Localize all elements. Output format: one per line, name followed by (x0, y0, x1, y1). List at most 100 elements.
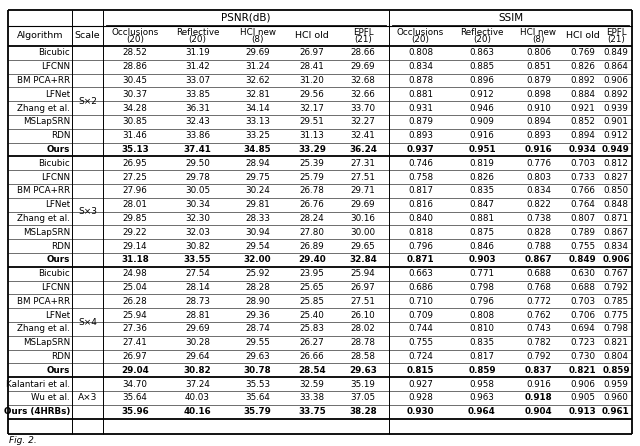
Text: 37.41: 37.41 (184, 145, 211, 154)
Text: 0.960: 0.960 (604, 393, 628, 402)
Text: 0.789: 0.789 (570, 228, 595, 237)
Text: 29.55: 29.55 (245, 338, 270, 347)
Text: 32.41: 32.41 (351, 131, 376, 140)
Text: 0.871: 0.871 (604, 214, 628, 223)
Text: 0.905: 0.905 (570, 393, 595, 402)
Text: 28.33: 28.33 (245, 214, 270, 223)
Text: A×3: A×3 (78, 393, 97, 402)
Text: 0.703: 0.703 (570, 159, 595, 168)
Text: 0.884: 0.884 (570, 90, 595, 99)
Text: 25.85: 25.85 (300, 297, 324, 306)
Text: LFNet: LFNet (45, 90, 70, 99)
Text: 0.881: 0.881 (470, 214, 495, 223)
Text: 30.78: 30.78 (244, 366, 271, 375)
Text: 32.68: 32.68 (351, 76, 376, 85)
Text: 30.28: 30.28 (185, 338, 210, 347)
Text: 0.688: 0.688 (570, 283, 595, 292)
Text: 0.706: 0.706 (570, 310, 595, 320)
Text: 0.835: 0.835 (469, 186, 495, 195)
Text: 29.56: 29.56 (300, 90, 324, 99)
Text: RDN: RDN (51, 352, 70, 361)
Text: MSLapSRN: MSLapSRN (23, 338, 70, 347)
Text: 30.82: 30.82 (184, 366, 211, 375)
Text: 0.949: 0.949 (602, 145, 630, 154)
Text: 0.817: 0.817 (470, 352, 495, 361)
Text: 0.663: 0.663 (408, 269, 433, 278)
Text: 0.892: 0.892 (570, 76, 595, 85)
Text: 29.71: 29.71 (351, 186, 376, 195)
Text: RDN: RDN (51, 131, 70, 140)
Text: (21): (21) (354, 35, 372, 44)
Text: 0.746: 0.746 (408, 159, 433, 168)
Text: 29.65: 29.65 (351, 242, 376, 251)
Text: 0.893: 0.893 (408, 131, 433, 140)
Text: 0.821: 0.821 (604, 338, 628, 347)
Text: 0.723: 0.723 (570, 338, 595, 347)
Text: 27.31: 27.31 (351, 159, 376, 168)
Text: 0.828: 0.828 (526, 228, 551, 237)
Text: 33.38: 33.38 (300, 393, 324, 402)
Text: 28.14: 28.14 (185, 283, 210, 292)
Text: 26.97: 26.97 (123, 352, 147, 361)
Text: Bicubic: Bicubic (38, 159, 70, 168)
Text: 30.24: 30.24 (245, 186, 270, 195)
Text: 29.14: 29.14 (123, 242, 147, 251)
Text: 0.875: 0.875 (469, 228, 495, 237)
Text: (20): (20) (189, 35, 207, 44)
Text: 29.64: 29.64 (185, 352, 210, 361)
Text: 0.703: 0.703 (570, 297, 595, 306)
Text: 0.826: 0.826 (470, 173, 495, 182)
Text: (20): (20) (126, 35, 144, 44)
Text: 0.906: 0.906 (602, 256, 630, 264)
Text: 0.834: 0.834 (408, 62, 433, 71)
Text: 0.812: 0.812 (604, 159, 628, 168)
Text: LFNet: LFNet (45, 200, 70, 209)
Text: 26.76: 26.76 (300, 200, 324, 209)
Text: 25.39: 25.39 (300, 159, 324, 168)
Text: LFCNN: LFCNN (41, 173, 70, 182)
Text: 0.961: 0.961 (602, 407, 630, 416)
Text: 40.03: 40.03 (185, 393, 210, 402)
Text: 0.921: 0.921 (570, 103, 595, 112)
Text: 0.930: 0.930 (406, 407, 435, 416)
Text: 0.775: 0.775 (604, 310, 628, 320)
Text: BM PCA+RR: BM PCA+RR (17, 76, 70, 85)
Text: 29.40: 29.40 (298, 256, 326, 264)
Text: 0.804: 0.804 (604, 352, 628, 361)
Text: 0.964: 0.964 (468, 407, 496, 416)
Text: 26.27: 26.27 (300, 338, 324, 347)
Text: 0.822: 0.822 (526, 200, 551, 209)
Text: Occlusions: Occlusions (397, 28, 444, 37)
Text: 0.810: 0.810 (470, 324, 495, 334)
Text: 0.885: 0.885 (469, 62, 495, 71)
Text: 0.863: 0.863 (470, 49, 495, 58)
Text: 0.772: 0.772 (526, 297, 551, 306)
Text: 0.894: 0.894 (526, 117, 551, 126)
Text: 0.776: 0.776 (526, 159, 551, 168)
Text: 27.41: 27.41 (123, 338, 147, 347)
Text: 0.821: 0.821 (569, 366, 596, 375)
Text: 0.837: 0.837 (525, 366, 552, 375)
Text: 0.758: 0.758 (408, 173, 433, 182)
Text: 0.928: 0.928 (408, 393, 433, 402)
Text: 0.901: 0.901 (604, 117, 628, 126)
Text: RDN: RDN (51, 242, 70, 251)
Text: 0.847: 0.847 (470, 200, 495, 209)
Text: 0.903: 0.903 (468, 256, 496, 264)
Text: 0.806: 0.806 (526, 49, 551, 58)
Text: 37.05: 37.05 (351, 393, 376, 402)
Text: 28.28: 28.28 (245, 283, 270, 292)
Text: 28.54: 28.54 (298, 366, 326, 375)
Text: 30.45: 30.45 (122, 76, 147, 85)
Text: 0.916: 0.916 (470, 131, 494, 140)
Text: Ours: Ours (47, 366, 70, 375)
Text: 30.00: 30.00 (351, 228, 376, 237)
Text: 28.81: 28.81 (185, 310, 210, 320)
Text: 28.74: 28.74 (245, 324, 270, 334)
Text: 0.852: 0.852 (570, 117, 595, 126)
Text: 32.17: 32.17 (300, 103, 324, 112)
Text: 0.798: 0.798 (470, 283, 495, 292)
Text: LFCNN: LFCNN (41, 283, 70, 292)
Text: 0.769: 0.769 (570, 49, 595, 58)
Text: LFCNN: LFCNN (41, 62, 70, 71)
